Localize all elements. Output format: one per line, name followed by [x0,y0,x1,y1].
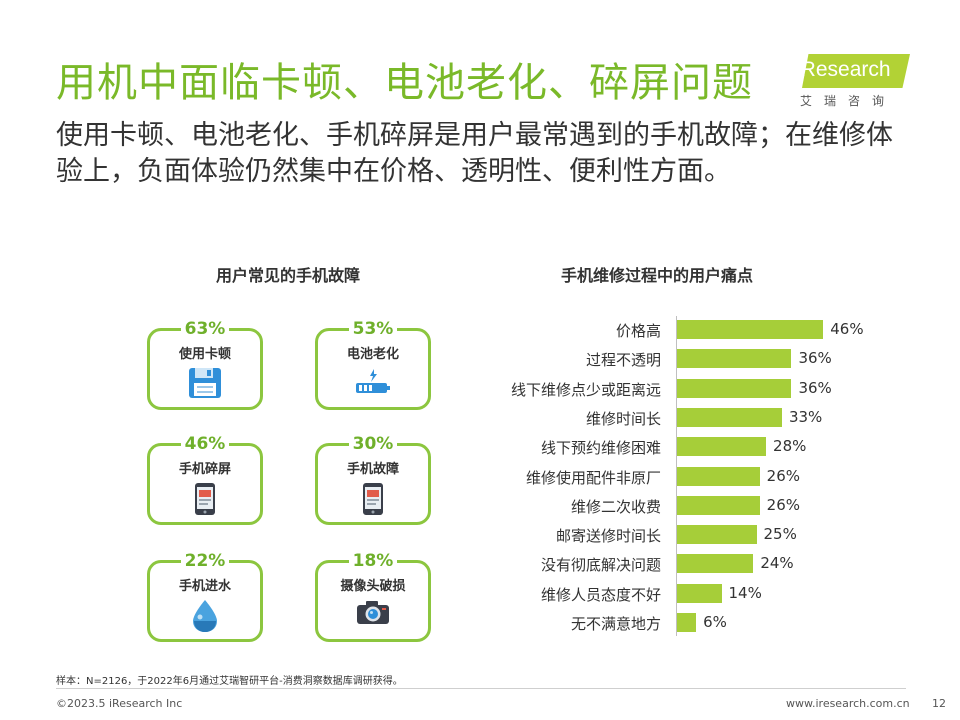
bar-value-label: 24% [760,554,794,573]
bar-category-label: 价格高 [615,322,661,340]
fault-card-camera: 18% 摄像头破损 [315,551,431,642]
bar-category-label: 过程不透明 [585,351,661,370]
sample-note: 样本：N=2126，于2022年6月通过艾瑞智研平台-消费洞察数据库调研获得。 [56,676,403,687]
bar [677,466,760,486]
fault-card-pct: 18% [348,551,398,571]
logo-subtitle: 艾瑞咨询 [800,94,897,108]
camera-icon [356,599,390,629]
bar-value-label: 28% [773,437,807,456]
fault-card-label: 使用卡顿 [178,347,231,362]
fault-card-lag: 63% 使用卡顿 [147,319,263,410]
bar [677,437,767,457]
page-subtitle: 使用卡顿、电池老化、手机碎屏是用户最常遇到的手机故障；在维修体验上，负面体验仍然… [56,120,893,187]
bar-category-label: 无不满意地方 [570,615,661,633]
fault-card-broken-screen: 46% 手机碎屏 [147,434,263,525]
bar-value-label: 46% [830,320,864,338]
fault-card-pct: 22% [180,551,230,571]
page-number: 12 [932,697,946,710]
bar-category-label: 维修人员态度不好 [540,585,661,604]
bar [677,525,757,545]
bar [677,554,754,574]
bar-value-label: 26% [766,495,801,514]
bar-category-label: 邮寄送修时间长 [555,527,661,546]
page-title: 用机中面临卡顿、电池老化、碎屏问题 [56,60,753,106]
fault-card-label: 手机故障 [346,462,399,477]
bar-value-label: 26% [766,466,801,485]
faulty-phone-icon [362,482,384,520]
bar-value-label: 6% [703,613,727,631]
fault-card-pct: 30% [348,434,398,454]
bar-value-label: 14% [728,583,762,602]
fault-card-battery: 53% 电池老化 [315,319,431,410]
iresearch-logo: iResearch 艾瑞咨询 [794,52,912,112]
fault-card-label: 手机进水 [178,579,231,594]
logo-brand: iResearch [796,58,891,81]
bar-category-label: 维修二次收费 [570,497,661,516]
chart-axis-line [676,316,677,636]
fault-card-pct: 63% [180,319,230,339]
bar [677,378,792,398]
fault-card-water: 22% 手机进水 [147,551,263,642]
fault-card-pct: 53% [348,319,398,339]
bar-value-label: 36% [798,378,832,397]
bar-value-label: 25% [763,525,797,544]
bar-category-label: 线下维修点少或距离远 [510,380,661,399]
bar [677,583,722,603]
chart-title: 手机维修过程中的用户痛点 [561,266,754,285]
fault-card-phone-fault: 30% 手机故障 [315,434,431,525]
bar-category-label: 维修时间长 [585,409,661,428]
broken-phone-icon [194,482,216,520]
bar-value-label: 36% [798,349,832,368]
battery-icon [355,367,391,399]
logo-background [802,54,910,88]
fault-card-pct: 46% [180,434,230,454]
floppy-disk-icon [188,367,222,403]
bar [677,407,782,427]
fault-card-label: 摄像头破损 [340,579,406,594]
website-url: www.iresearch.com.cn [786,697,910,710]
fault-card-label: 电池老化 [346,347,399,362]
bar [677,495,760,515]
bar-value-label: 33% [788,407,823,426]
bar-category-label: 没有彻底解决问题 [540,556,661,575]
footer-divider [56,688,906,689]
bar [677,320,824,339]
bar-category-label: 维修使用配件非原厂 [525,468,661,487]
fault-card-label: 手机碎屏 [178,462,231,477]
faults-panel-title: 用户常见的手机故障 [216,266,361,285]
bar-category-label: 线下预约维修困难 [540,439,661,458]
copyright: ©2023.5 iResearch Inc [56,697,183,710]
water-drop-icon [191,599,219,637]
bar [677,613,697,632]
bar [677,349,792,369]
